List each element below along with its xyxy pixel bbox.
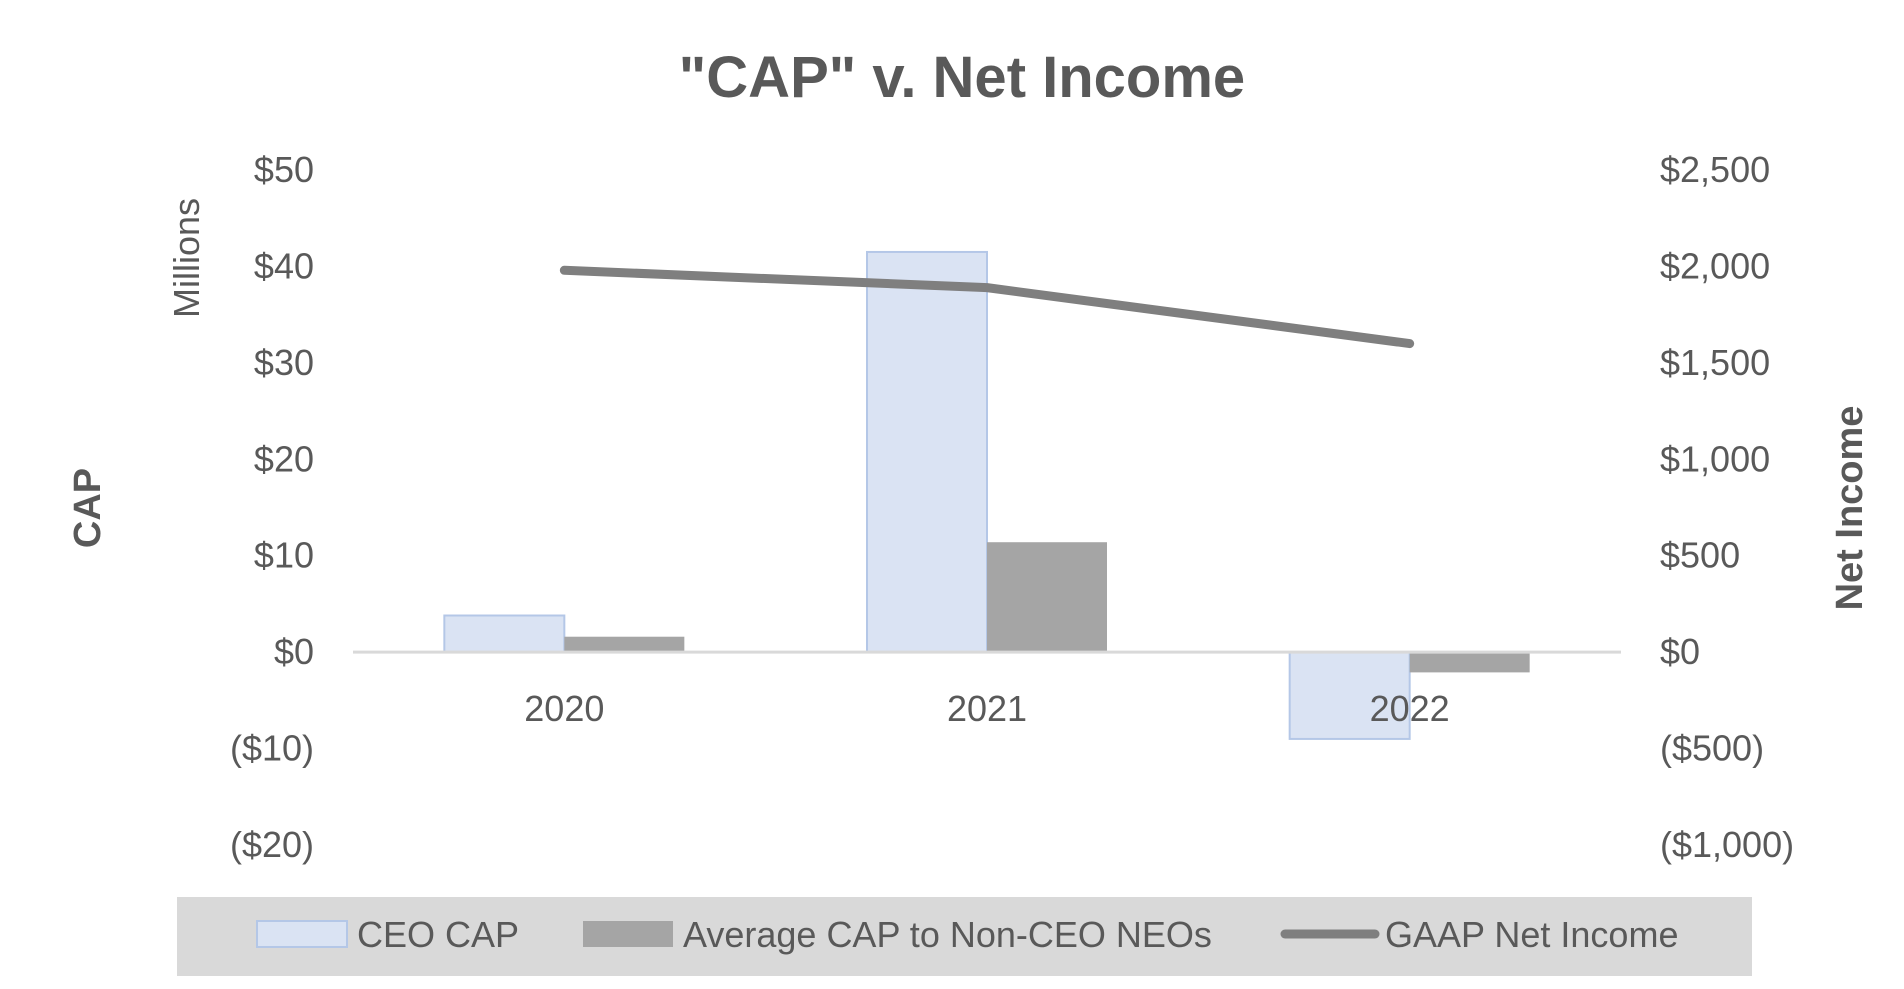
legend-background bbox=[177, 897, 1752, 976]
left-axis-title: CAP bbox=[67, 468, 109, 548]
bar-series bbox=[443, 250, 1530, 740]
right-tick-label: $2,500 bbox=[1660, 149, 1770, 190]
bar-ceo-cap-2020 bbox=[443, 614, 566, 654]
left-tick-label: ($10) bbox=[230, 728, 314, 769]
left-tick-label: $50 bbox=[254, 149, 314, 190]
chart-title: "CAP" v. Net Income bbox=[679, 45, 1245, 110]
legend-label-average-cap: Average CAP to Non-CEO NEOs bbox=[683, 914, 1212, 955]
right-tick-label: $1,000 bbox=[1660, 438, 1770, 479]
category-label: 2021 bbox=[947, 688, 1027, 729]
right-tick-label: $0 bbox=[1660, 631, 1700, 672]
right-tick-label: $500 bbox=[1660, 535, 1740, 576]
left-axis-ticks: $50 $40 $30 $20 $10 $0 ($10) ($20) bbox=[230, 149, 314, 865]
legend-swatch-average-cap bbox=[583, 921, 673, 947]
right-tick-label: ($500) bbox=[1660, 728, 1764, 769]
category-labels: 2020 2021 2022 bbox=[524, 688, 1449, 729]
legend-label-ceo-cap: CEO CAP bbox=[357, 914, 519, 955]
right-tick-label: ($1,000) bbox=[1660, 824, 1794, 865]
bar-average-cap-to-non-ceo-neos-2021 bbox=[987, 542, 1107, 653]
bar-average-cap-to-non-ceo-neos-2022 bbox=[1409, 652, 1530, 673]
legend-label-gaap-net-income: GAAP Net Income bbox=[1385, 914, 1678, 955]
bar-average-cap-to-non-ceo-neos-2020 bbox=[564, 636, 685, 653]
legend-swatch-ceo-cap bbox=[256, 920, 348, 948]
bar-ceo-cap-2022 bbox=[1288, 651, 1411, 740]
right-axis-title: Net Income bbox=[1829, 406, 1871, 611]
left-tick-label: $20 bbox=[254, 438, 314, 479]
right-tick-label: $2,000 bbox=[1660, 245, 1770, 286]
left-axis-units: Millions bbox=[166, 198, 207, 318]
category-label: 2020 bbox=[524, 688, 604, 729]
left-tick-label: $0 bbox=[274, 631, 314, 672]
left-tick-label: $40 bbox=[254, 245, 314, 286]
series-line-gaap-net-income bbox=[559, 265, 1415, 349]
bar-ceo-cap-2021 bbox=[866, 250, 988, 654]
right-axis-ticks: $2,500 $2,000 $1,500 $1,000 $500 $0 ($500) ($1,… bbox=[1660, 149, 1794, 865]
left-tick-label: $10 bbox=[254, 535, 314, 576]
right-tick-label: $1,500 bbox=[1660, 342, 1770, 383]
left-tick-label: $30 bbox=[254, 342, 314, 383]
left-tick-label: ($20) bbox=[230, 824, 314, 865]
category-label: 2022 bbox=[1370, 688, 1450, 729]
legend: CEO CAP Average CAP to Non-CEO NEOs GAAP… bbox=[177, 897, 1752, 976]
